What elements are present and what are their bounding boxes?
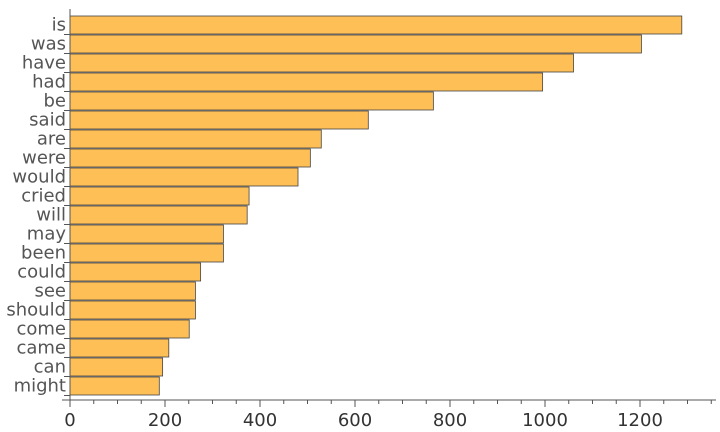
- x-tick-label-1000: 1000: [522, 410, 568, 431]
- bar-should: [69, 300, 196, 320]
- bar-said: [69, 110, 369, 130]
- bar-will: [69, 205, 248, 225]
- bar-would: [69, 167, 299, 187]
- category-label-came: came: [16, 338, 66, 359]
- category-label-were: were: [22, 148, 66, 169]
- x-tick-label-1200: 1200: [617, 410, 663, 431]
- bar-may: [69, 224, 224, 244]
- y-axis: [64, 9, 71, 400]
- category-label-are: are: [37, 129, 66, 150]
- category-label-may: may: [27, 224, 67, 245]
- category-label-come: come: [16, 319, 66, 340]
- x-tick-label-200: 200: [148, 410, 182, 431]
- category-label-will: will: [36, 205, 66, 226]
- category-label-had: had: [32, 72, 66, 93]
- category-label-cried: cried: [21, 186, 66, 207]
- x-tick-label-600: 600: [338, 410, 372, 431]
- category-label-said: said: [29, 110, 66, 131]
- bar-could: [69, 262, 202, 282]
- bar-cried: [69, 186, 250, 206]
- category-label-been: been: [21, 243, 66, 264]
- x-axis: 0 200 400 600 800 1000 1200: [62, 399, 716, 431]
- bar-have: [69, 53, 574, 73]
- x-tick-label-0: 0: [64, 410, 75, 431]
- x-tick-label-400: 400: [243, 410, 277, 431]
- category-label-have: have: [22, 53, 66, 74]
- category-label-is: is: [52, 15, 66, 36]
- bar-had: [69, 72, 544, 92]
- bar-are: [69, 129, 322, 149]
- bar-might: [69, 376, 160, 396]
- bar-see: [69, 281, 196, 301]
- bar-was: [69, 34, 642, 54]
- bar-can: [69, 357, 164, 377]
- category-label-see: see: [34, 281, 66, 302]
- category-label-was: was: [31, 34, 66, 55]
- category-label-be: be: [44, 91, 67, 112]
- bar-been: [69, 243, 224, 263]
- category-label-should: should: [6, 300, 66, 321]
- x-tick-label-800: 800: [433, 410, 467, 431]
- category-label-could: could: [17, 262, 66, 283]
- bar-were: [69, 148, 311, 168]
- category-label-would: would: [12, 167, 66, 188]
- bars-group: [69, 15, 683, 396]
- bar-came: [69, 338, 170, 358]
- bar-come: [69, 319, 190, 339]
- bar-is: [69, 15, 683, 35]
- category-label-might: might: [14, 376, 66, 397]
- category-labels-group: iswashavehadbesaidarewerewouldcriedwillm…: [6, 15, 66, 397]
- category-label-can: can: [34, 357, 66, 378]
- bar-be: [69, 91, 434, 111]
